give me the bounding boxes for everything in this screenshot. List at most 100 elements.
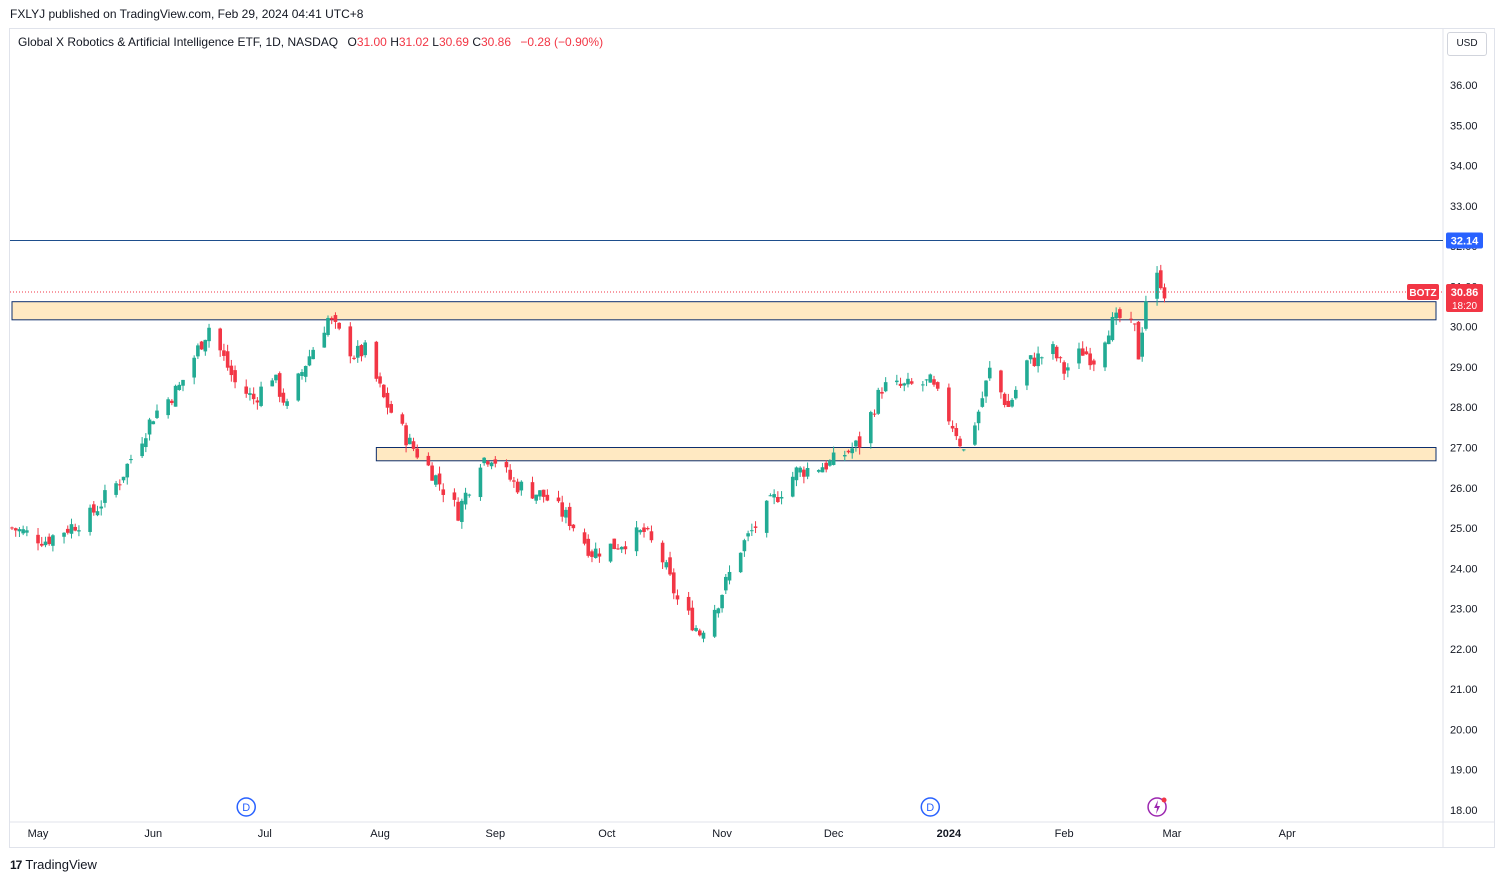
candle-body: [352, 357, 356, 359]
candle-up: [720, 594, 724, 613]
candle-down: [958, 435, 962, 449]
candle-body: [560, 502, 565, 517]
candle-body: [1129, 318, 1133, 320]
candle-body: [1077, 348, 1081, 364]
candle-down: [359, 344, 364, 362]
candle-body: [21, 529, 25, 534]
candle-body: [999, 370, 1003, 393]
candle-down: [753, 521, 758, 534]
candle-body: [25, 530, 29, 533]
candle-up: [99, 500, 104, 516]
candle-body: [1144, 301, 1148, 329]
candle-body: [1110, 316, 1115, 341]
candle-up: [326, 315, 330, 337]
candle-down: [616, 543, 620, 550]
candle-body: [95, 511, 100, 516]
candle-body: [876, 389, 881, 414]
candle-down: [1162, 283, 1167, 303]
candle-up: [1040, 356, 1044, 365]
candle-body: [1103, 342, 1107, 368]
candle-body: [17, 529, 22, 532]
currency-button[interactable]: USD: [1447, 32, 1487, 56]
candle-down: [1062, 360, 1066, 380]
candle-body: [616, 548, 620, 550]
candle-down: [233, 365, 237, 389]
candle-down: [225, 344, 230, 371]
candle-up: [1155, 266, 1159, 306]
candle-body: [385, 392, 390, 408]
candle-down: [571, 524, 576, 532]
candle-down: [935, 381, 940, 392]
candle-up: [738, 552, 743, 574]
candle-body: [768, 495, 773, 497]
candle-down: [73, 523, 78, 532]
candle-body: [333, 315, 338, 322]
candle-down: [378, 372, 382, 388]
candle-up: [296, 372, 301, 402]
candle-down: [954, 423, 959, 441]
candle-up: [750, 523, 754, 536]
candle-body: [716, 608, 721, 614]
tradingview-brand[interactable]: 17 TradingView: [10, 857, 97, 872]
candle-down: [199, 340, 204, 350]
candle-up: [902, 382, 907, 392]
candle-body: [233, 370, 237, 383]
candle-up: [1025, 359, 1029, 391]
candle-body: [1155, 272, 1159, 299]
price-tick-label: 36.00: [1450, 80, 1478, 92]
notification-dot: [1161, 797, 1167, 803]
candle-up: [125, 463, 130, 485]
time-axis: May Jun Jul Aug Sep Oct Nov Dec 2024 Feb Mar Apr: [28, 828, 1296, 840]
candle-up: [805, 462, 810, 480]
candle-body: [430, 465, 434, 481]
candle-down: [668, 551, 672, 576]
candle-down: [649, 525, 654, 543]
candle-down: [612, 538, 617, 550]
resistance-line-label: 32.14: [1451, 235, 1479, 247]
candle-down: [385, 387, 390, 415]
candle-body: [129, 459, 133, 461]
candle-down: [452, 488, 457, 507]
dividend-marker: D: [236, 797, 256, 817]
candle-body: [586, 538, 591, 556]
candle-up: [147, 417, 152, 441]
candle-down: [999, 369, 1003, 399]
candle-up: [407, 433, 412, 445]
candle-up: [694, 625, 698, 632]
candle-up: [203, 339, 208, 356]
candle-body: [463, 492, 468, 505]
candle-up: [727, 565, 732, 585]
price-axis: 18.00 19.00 20.00 21.00 22.00 23.00 24.00 25.00…: [1450, 80, 1478, 817]
time-tick-label: 2024: [937, 828, 962, 840]
candle-down: [1054, 345, 1059, 362]
candle-body: [285, 401, 289, 406]
candle-body: [634, 527, 639, 552]
candle-body: [441, 489, 446, 495]
candle-down: [515, 478, 520, 495]
candle-down: [415, 444, 420, 460]
candle-body: [802, 469, 806, 477]
time-tick-label: Sep: [486, 828, 506, 840]
candle-body: [489, 462, 494, 467]
candle-down: [932, 375, 936, 387]
candle-body: [976, 411, 981, 424]
candle-body: [779, 496, 784, 499]
last-price-tag: [1446, 284, 1483, 313]
candle-down: [244, 379, 249, 398]
candle-body: [868, 412, 873, 444]
candle-body: [482, 457, 486, 464]
time-tick-label: Feb: [1055, 828, 1074, 840]
candle-up: [144, 433, 148, 453]
candle-body: [902, 383, 907, 386]
low-label: L: [432, 35, 439, 49]
candle-down: [642, 523, 646, 538]
publisher-caption: FXLYJ published on TradingView.com, Feb …: [10, 7, 364, 21]
chart-frame: [9, 28, 1495, 848]
high-value: 31.02: [398, 35, 429, 49]
candle-down: [255, 397, 260, 410]
candle-up: [434, 474, 438, 487]
candle-down: [530, 476, 535, 499]
price-tick-label: 33.00: [1450, 201, 1478, 213]
candle-body: [274, 374, 278, 381]
